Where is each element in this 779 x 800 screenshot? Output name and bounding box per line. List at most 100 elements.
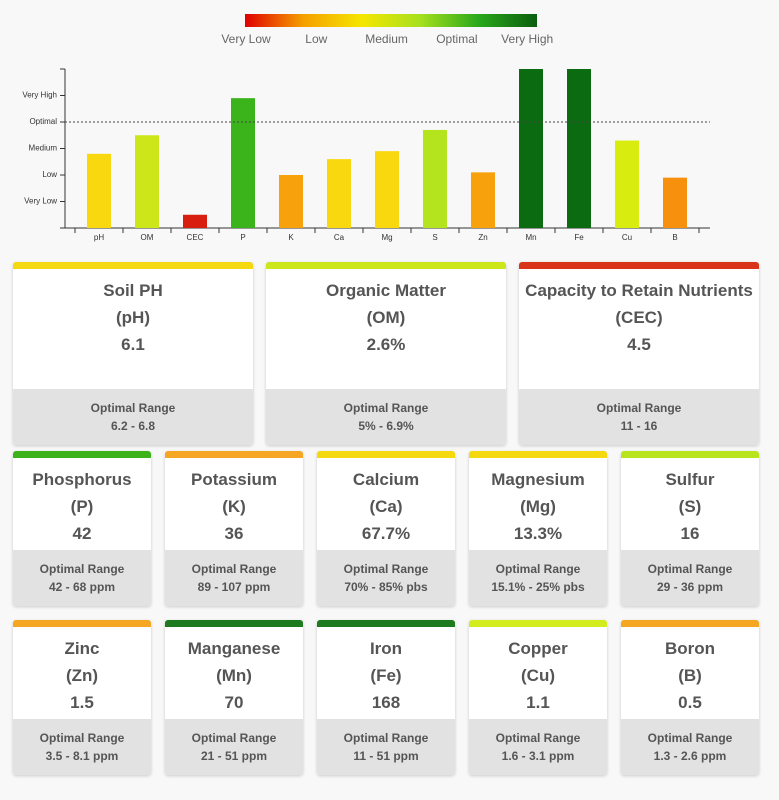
range-label: Optimal Range	[647, 562, 733, 576]
card-row: Soil PH (pH) 6.1 Optimal Range 6.2 - 6.8 Orga…	[13, 262, 759, 445]
range-label: Optimal Range	[191, 731, 277, 745]
legend-label: Low	[305, 32, 327, 46]
bar	[279, 175, 303, 228]
card-range: Optimal Range 29 - 36 ppm	[621, 550, 759, 606]
card: Copper (Cu) 1.1 Optimal Range 1.6 - 3.1 ppm	[469, 620, 607, 775]
bar	[663, 177, 687, 228]
y-tick-label: Very High	[22, 91, 57, 100]
card-range: Optimal Range 6.2 - 6.8	[13, 389, 253, 445]
card-range: Optimal Range 1.6 - 3.1 ppm	[469, 719, 607, 775]
range-value: 1.3 - 2.6 ppm	[653, 749, 727, 763]
card-range: Optimal Range 11 - 51 ppm	[317, 719, 455, 775]
bar	[567, 69, 591, 228]
card-body: Calcium (Ca) 67.7%	[317, 458, 455, 550]
card-value: 16	[680, 524, 700, 543]
card-symbol: (Mg)	[520, 497, 556, 516]
card: Phosphorus (P) 42 Optimal Range 42 - 68 ppm	[13, 451, 151, 606]
bar	[183, 214, 207, 228]
range-value: 6.2 - 6.8	[110, 419, 156, 433]
x-tick-label: Cu	[622, 233, 632, 242]
card: Magnesium (Mg) 13.3% Optimal Range 15.1% - 2…	[469, 451, 607, 606]
legend-label: Medium	[365, 32, 408, 46]
card-body: Soil PH (pH) 6.1	[13, 269, 253, 389]
x-tick-label: Fe	[574, 233, 584, 242]
card-title: Capacity to Retain Nutrients	[525, 281, 753, 300]
card-range: Optimal Range 42 - 68 ppm	[13, 550, 151, 606]
card-title: Manganese	[187, 639, 281, 658]
card-range: Optimal Range 89 - 107 ppm	[165, 550, 303, 606]
card: Iron (Fe) 168 Optimal Range 11 - 51 ppm	[317, 620, 455, 775]
card-title: Calcium	[352, 470, 420, 489]
bar	[327, 159, 351, 228]
x-tick-label: Ca	[334, 233, 345, 242]
card-range: Optimal Range 15.1% - 25% pbs	[469, 550, 607, 606]
range-label: Optimal Range	[596, 401, 682, 415]
range-label: Optimal Range	[90, 401, 176, 415]
range-label: Optimal Range	[343, 731, 429, 745]
card-value: 1.1	[526, 693, 550, 712]
card-range: Optimal Range 3.5 - 8.1 ppm	[13, 719, 151, 775]
card-value: 67.7%	[361, 524, 411, 543]
legend-label: Very High	[501, 32, 553, 46]
card-symbol: (Fe)	[370, 666, 402, 685]
x-tick-label: S	[432, 233, 437, 242]
card-range: Optimal Range 11 - 16	[519, 389, 759, 445]
card-body: Magnesium (Mg) 13.3%	[469, 458, 607, 550]
card-title: Iron	[369, 639, 403, 658]
x-tick-label: Zn	[478, 233, 487, 242]
card-body: Phosphorus (P) 42	[13, 458, 151, 550]
card-value: 2.6%	[366, 335, 406, 354]
card-title: Organic Matter	[326, 281, 446, 300]
card-symbol: (P)	[70, 497, 94, 516]
card-body: Organic Matter (OM) 2.6%	[266, 269, 506, 389]
bar	[375, 151, 399, 228]
card-symbol: (K)	[222, 497, 246, 516]
range-label: Optimal Range	[191, 562, 277, 576]
card-title: Soil PH	[103, 281, 163, 300]
bar	[87, 153, 111, 228]
range-value: 11 - 16	[620, 419, 658, 433]
card-body: Capacity to Retain Nutrients (CEC) 4.5	[519, 269, 759, 389]
range-value: 1.6 - 3.1 ppm	[501, 749, 575, 763]
card-symbol: (CEC)	[615, 308, 663, 327]
card-symbol: (Zn)	[65, 666, 99, 685]
x-tick-label: pH	[94, 233, 104, 242]
range-value: 70% - 85% pbs	[344, 580, 428, 594]
range-value: 89 - 107 ppm	[197, 580, 271, 594]
card-range: Optimal Range 21 - 51 ppm	[165, 719, 303, 775]
card-value: 42	[72, 524, 92, 543]
card: Sulfur (S) 16 Optimal Range 29 - 36 ppm	[621, 451, 759, 606]
card-body: Sulfur (S) 16	[621, 458, 759, 550]
card-row: Phosphorus (P) 42 Optimal Range 42 - 68 ppm P…	[13, 451, 759, 606]
chart: Very Low Low Medium Optimal Very High Very Lo…	[22, 14, 710, 242]
card-title: Boron	[664, 639, 716, 658]
legend-label: Optimal	[436, 32, 477, 46]
card: Manganese (Mn) 70 Optimal Range 21 - 51 ppm	[165, 620, 303, 775]
card-body: Potassium (K) 36	[165, 458, 303, 550]
card-body: Iron (Fe) 168	[317, 627, 455, 719]
y-tick-label: Medium	[29, 144, 58, 153]
card-symbol: (Mn)	[216, 666, 252, 685]
range-value: 29 - 36 ppm	[656, 580, 724, 594]
card-value: 6.1	[121, 335, 145, 354]
card-range: Optimal Range 70% - 85% pbs	[317, 550, 455, 606]
bar	[231, 98, 255, 229]
card-value: 168	[371, 693, 401, 712]
bar	[519, 69, 543, 228]
card: Potassium (K) 36 Optimal Range 89 - 107 ppm	[165, 451, 303, 606]
range-value: 5% - 6.9%	[358, 419, 414, 433]
range-value: 11 - 51 ppm	[353, 749, 419, 763]
card-title: Copper	[508, 639, 568, 658]
x-tick-label: CEC	[187, 233, 204, 242]
card: Capacity to Retain Nutrients (CEC) 4.5 Opti…	[519, 262, 759, 445]
card-title: Sulfur	[665, 470, 715, 489]
card-title: Magnesium	[491, 470, 585, 489]
card-title: Zinc	[64, 639, 100, 658]
y-tick-label: Optimal	[29, 117, 57, 126]
card-value: 4.5	[627, 335, 651, 354]
legend-label: Very Low	[221, 32, 271, 46]
card-symbol: (pH)	[116, 308, 150, 327]
x-tick-label: B	[672, 233, 677, 242]
card-range: Optimal Range 5% - 6.9%	[266, 389, 506, 445]
